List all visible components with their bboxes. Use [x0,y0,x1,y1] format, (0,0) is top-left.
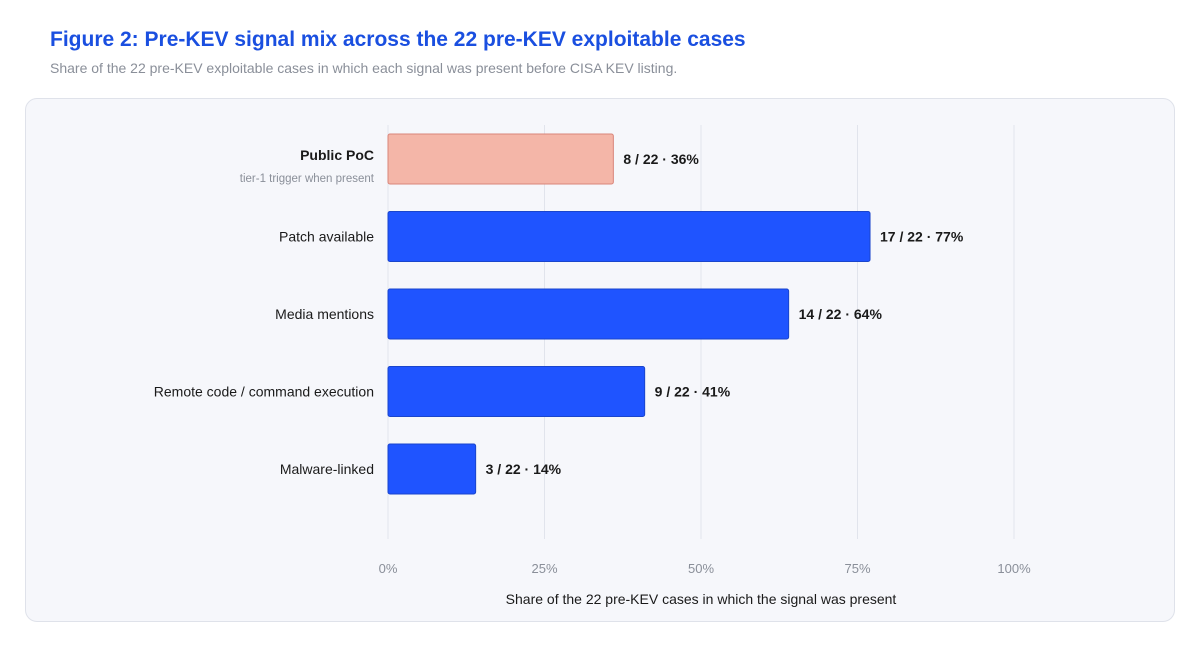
bar [387,288,790,340]
x-tick-label: 25% [531,561,557,576]
bar [387,211,871,262]
data-label: 3 / 22 · 14% [486,461,562,477]
data-label: 14 / 22 · 64% [799,306,883,322]
x-axis-ticks: 0% 25% 50% 75% 100% [379,561,1031,576]
x-tick-label: 100% [997,561,1031,576]
figure-subtitle: Share of the 22 pre-KEV exploitable case… [50,60,678,76]
x-axis-label: Share of the 22 pre-KEV cases in which t… [506,591,897,607]
bar [387,443,477,495]
data-label: 9 / 22 · 41% [655,384,731,400]
data-label: 17 / 22 · 77% [880,229,964,245]
bar [387,133,614,185]
bar [387,366,646,417]
bar-chart: Public PoC tier-1 trigger when present Pat… [154,125,1031,607]
category-label: Remote code / command execution [154,384,374,400]
category-label: Malware-linked [280,461,374,477]
x-tick-label: 50% [688,561,714,576]
figure-title: Figure 2: Pre-KEV signal mix across the … [50,28,746,51]
category-label: Patch available [279,229,374,245]
category-labels: Public PoC tier-1 trigger when present Pat… [154,147,375,477]
chart-panel: Public PoC tier-1 trigger when present Pat… [25,98,1175,622]
category-note: tier-1 trigger when present [240,173,375,185]
category-label: Public PoC [300,147,374,163]
x-tick-label: 75% [844,561,870,576]
data-label: 8 / 22 · 36% [623,151,699,167]
x-tick-label: 0% [379,561,398,576]
bars [387,133,871,495]
data-labels: 8 / 22 · 36% 17 / 22 · 77% 14 / 22 · 64% 9 … [486,151,964,477]
category-label: Media mentions [275,306,374,322]
